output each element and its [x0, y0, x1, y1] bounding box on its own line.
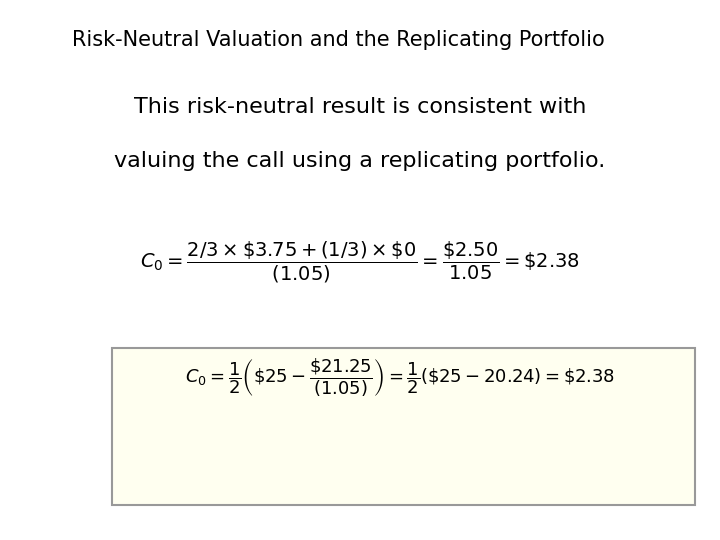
- Text: Risk-Neutral Valuation and the Replicating Portfolio: Risk-Neutral Valuation and the Replicati…: [72, 30, 605, 50]
- Text: $C_0 = \dfrac{1}{2}\left(\$25 - \dfrac{\$21.25}{(1.05)}\right) = \dfrac{1}{2}(\$: $C_0 = \dfrac{1}{2}\left(\$25 - \dfrac{\…: [184, 357, 615, 399]
- FancyBboxPatch shape: [112, 348, 695, 505]
- Text: valuing the call using a replicating portfolio.: valuing the call using a replicating por…: [114, 151, 606, 171]
- Text: This risk-neutral result is consistent with: This risk-neutral result is consistent w…: [134, 97, 586, 117]
- Text: $C_0 = \dfrac{2/3 \times \$3.75 + (1/3) \times \$0}{(1.05)} = \dfrac{\$2.50}{1.0: $C_0 = \dfrac{2/3 \times \$3.75 + (1/3) …: [140, 240, 580, 285]
